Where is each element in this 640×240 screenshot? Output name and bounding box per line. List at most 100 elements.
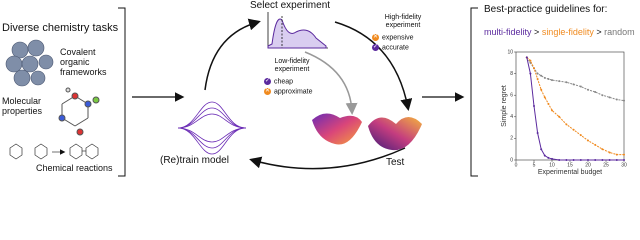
cycle-arrow [334, 21, 413, 111]
reaction-icon [9, 143, 99, 160]
point [608, 159, 611, 161]
point [579, 134, 582, 137]
x-tick-label: 30 [621, 162, 627, 168]
point [543, 154, 546, 157]
point [572, 128, 575, 131]
guidelines-title: Best-practice guidelines for: [484, 4, 608, 15]
point [536, 72, 539, 75]
con-text: expensive [382, 34, 414, 42]
point [572, 159, 575, 161]
step-label: (Re)train model [160, 155, 229, 166]
fidelity-title: Low-fidelity experiment [274, 58, 310, 73]
point [551, 157, 553, 160]
pro-text: accurate [382, 44, 409, 52]
series-line [526, 57, 624, 161]
point [615, 153, 618, 156]
surface-high [368, 117, 422, 151]
y-tick-label: 10 [507, 49, 513, 55]
point [623, 159, 625, 161]
point [601, 148, 604, 151]
y-tick-label: 0 [510, 157, 513, 163]
point [536, 132, 539, 134]
x-tick-label: 0 [515, 162, 518, 168]
point [579, 85, 582, 88]
point [579, 159, 582, 161]
cycle-arrow [249, 147, 406, 170]
pro-text: cheap [274, 78, 294, 86]
point [594, 159, 597, 161]
point [536, 78, 539, 80]
figure: 0 5 10 15 20 25 30 0 2 4 6 8 10 Experimental budget Si… [2, 0, 635, 177]
cycle-arrow [204, 18, 261, 91]
point [547, 156, 550, 159]
x-axis-label: Experimental budget [538, 169, 602, 176]
bracket [470, 7, 478, 177]
bracket [118, 7, 126, 177]
point [587, 88, 589, 91]
point [558, 159, 561, 161]
point [608, 96, 611, 99]
y-axis-label: Simple regret [501, 85, 508, 127]
task-label: Covalent organic frameworks [60, 47, 107, 77]
y-tick-label: 2 [510, 136, 513, 142]
task-label: Molecular properties [2, 96, 43, 116]
series-line [526, 57, 624, 156]
x-tick-label: 25 [603, 162, 609, 168]
fidelity-con: ✕ approximate [264, 88, 313, 96]
molecule-icon [58, 87, 100, 136]
acquisition-plot [267, 12, 328, 49]
low-fidelity-arrow [304, 51, 358, 115]
point [587, 139, 589, 142]
rank-separator: > [534, 27, 540, 37]
point [594, 143, 597, 146]
panel-title: Diverse chemistry tasks [2, 22, 119, 34]
point [594, 90, 597, 93]
step-label: Select experiment [250, 0, 331, 11]
fidelity-pro: ✓ cheap [264, 78, 294, 86]
y-tick-label: 6 [510, 93, 513, 99]
point [601, 159, 604, 161]
point [601, 94, 604, 97]
point [565, 159, 568, 161]
rank-item: multi-fidelity [484, 27, 532, 37]
point [558, 80, 561, 83]
fidelity-con: ✕ expensive [372, 34, 414, 42]
rank-item: single-fidelity [541, 27, 594, 37]
point [587, 159, 589, 161]
fidelity-title: High-fidelity experiment [384, 14, 422, 29]
point [565, 81, 568, 84]
surface-low [312, 113, 362, 145]
point [565, 123, 568, 126]
fidelity-pro: ✓ accurate [372, 44, 409, 52]
rank-item: random [604, 27, 635, 37]
step-label: Test [386, 157, 405, 168]
point [529, 59, 532, 62]
rank-separator: > [596, 27, 602, 37]
point [547, 78, 550, 80]
plot-frame [515, 51, 625, 161]
point [540, 74, 543, 77]
model-icon [177, 101, 247, 155]
point [540, 88, 543, 91]
point [551, 109, 553, 112]
x-tick-label: 5 [533, 162, 536, 168]
con-text: approximate [274, 88, 313, 96]
point [608, 151, 611, 154]
point [615, 159, 618, 161]
x-tick-label: 10 [549, 162, 555, 168]
point [533, 67, 535, 70]
y-tick-label: 4 [510, 114, 513, 120]
x-tick-label: 20 [585, 162, 591, 168]
y-tick-label: 8 [510, 71, 513, 77]
point [623, 99, 625, 102]
point [529, 72, 532, 75]
point [540, 148, 543, 151]
point [525, 56, 528, 59]
cof-icon [5, 39, 54, 87]
point [623, 153, 625, 156]
series-line [526, 57, 625, 102]
ranking: multi-fidelity > single-fidelity > rando… [484, 27, 635, 38]
point [543, 76, 546, 79]
